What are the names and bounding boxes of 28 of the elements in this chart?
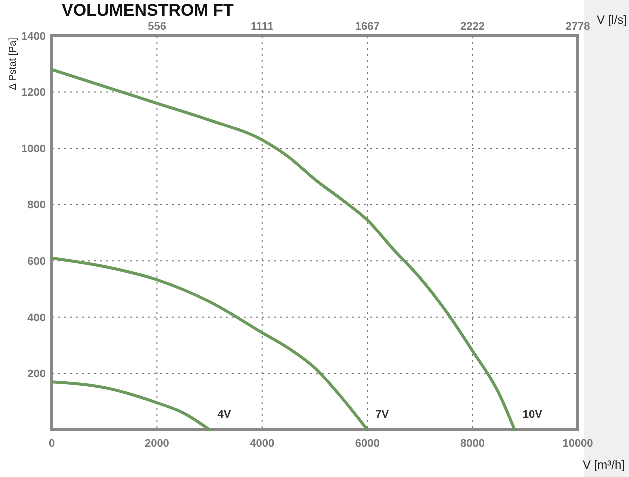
x-tick-label: 2000: [144, 438, 170, 450]
x2-tick-label: 2222: [460, 21, 485, 33]
x-tick-label: 8000: [460, 438, 486, 450]
y-tick-label: 400: [28, 312, 46, 324]
y-tick-label: 600: [28, 256, 46, 268]
x-tick-label: 0: [48, 438, 56, 450]
x2-tick-label: 556: [148, 21, 166, 33]
x2-tick-label: 1111: [251, 21, 274, 33]
series-label: 10V: [522, 409, 544, 421]
x2-tick-label: 2778: [566, 21, 590, 33]
x-tick-label: 6000: [355, 438, 380, 450]
y-tick-label: 800: [28, 200, 46, 212]
x2-tick-label: 1667: [355, 21, 380, 33]
y-tick-label: 200: [28, 368, 46, 381]
y-tick-label: 1000: [22, 143, 46, 156]
x-tick-label: 10000: [562, 438, 594, 450]
series-label: 7V: [376, 409, 390, 421]
x-tick-label: 4000: [250, 438, 275, 450]
y-tick-label: 1400: [22, 30, 46, 43]
x-axis-title: V [m³/h]: [582, 458, 625, 472]
line-series: [50, 256, 370, 432]
series-label: 4V: [218, 409, 232, 421]
y-tick-label: 1200: [22, 87, 46, 100]
x2-axis-title: V [l/s]: [596, 13, 627, 27]
line-series: [50, 68, 516, 432]
chart-title: VOLUMENSTROM FT: [62, 1, 234, 20]
line-series: [50, 380, 212, 432]
y-axis-title: Δ Pstat [Pa]: [8, 38, 19, 90]
